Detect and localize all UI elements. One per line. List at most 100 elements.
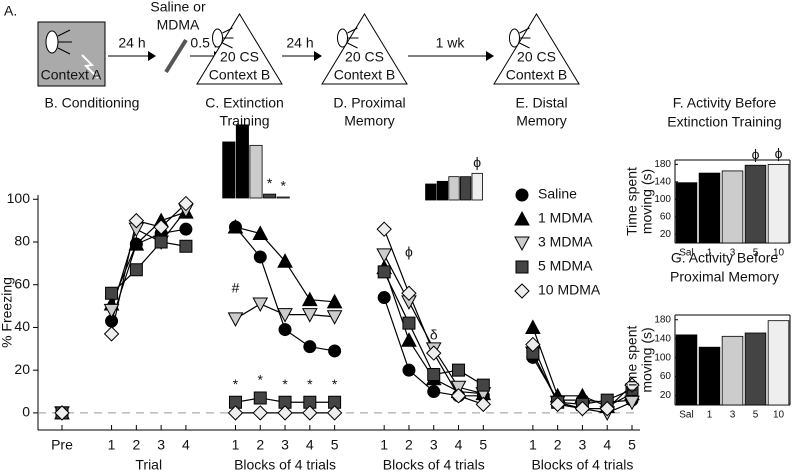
- marker: [227, 218, 244, 234]
- x-tick-label: 4: [455, 437, 463, 453]
- marker: [227, 405, 244, 421]
- bar: [698, 172, 721, 244]
- marker: [103, 303, 120, 319]
- y-tick-label: 100: [654, 194, 671, 205]
- sound-icon: [222, 27, 234, 49]
- bar: [222, 141, 236, 199]
- marker: [549, 396, 566, 413]
- y-tick-label: 60: [14, 275, 30, 291]
- marker: [427, 385, 441, 399]
- marker: [377, 291, 391, 305]
- x-tick-label: 2: [554, 437, 562, 453]
- annotation: *: [307, 376, 313, 392]
- marker: [128, 236, 145, 251]
- annotation: ϕ: [775, 145, 783, 161]
- legend-label: 10 MDMA: [538, 282, 601, 298]
- marker: [277, 308, 293, 323]
- marker: [253, 391, 267, 405]
- caption: D. Proximal: [333, 95, 405, 111]
- x-tick-label: 2: [405, 437, 413, 453]
- chart-title: G. Activity Before: [671, 250, 779, 266]
- speaker-icon: [509, 28, 520, 48]
- annotation: *: [267, 175, 273, 191]
- bar: [721, 170, 744, 244]
- arrow-head: [486, 51, 494, 61]
- marker: [277, 405, 293, 421]
- x-tick-label: 10: [773, 248, 785, 259]
- bar: [767, 163, 790, 244]
- x-tick-label: 2: [256, 437, 264, 453]
- y-tick-label: 20: [660, 229, 672, 240]
- y-tick-label: 0: [22, 404, 30, 420]
- legend-label: Saline: [538, 186, 577, 202]
- cs-label: 20 CS: [220, 49, 259, 65]
- arrow-head: [148, 51, 156, 61]
- marker: [376, 248, 393, 263]
- x-tick-label: 2: [132, 437, 140, 453]
- context-b-triangle: [196, 13, 283, 85]
- marker: [452, 363, 466, 377]
- x-tick-label: 4: [306, 437, 314, 453]
- caption: B. Conditioning: [45, 95, 140, 111]
- y-tick-label: 180: [654, 159, 671, 170]
- speaker-icon: [337, 28, 348, 48]
- marker: [278, 323, 292, 337]
- marker: [525, 319, 541, 334]
- marker: [128, 212, 145, 229]
- bar: [425, 183, 437, 201]
- caption: Training: [219, 113, 269, 129]
- bar: [675, 334, 698, 406]
- series-line: [110, 226, 633, 403]
- legend-marker: [514, 210, 530, 226]
- speaker-icon: [212, 28, 223, 48]
- marker: [301, 291, 318, 307]
- legend-label: 5 MDMA: [538, 258, 593, 274]
- marker: [228, 395, 242, 409]
- marker: [302, 405, 318, 421]
- marker: [54, 405, 70, 421]
- y-tick-label: 180: [654, 314, 671, 325]
- x-tick-label: Sal: [679, 248, 693, 259]
- y-axis-label: moving (s): [639, 327, 655, 392]
- marker: [153, 219, 169, 235]
- x-tick-label: Pre: [51, 437, 73, 453]
- legend-marker: [514, 283, 530, 299]
- sound-icon: [57, 29, 72, 55]
- annotation: *: [258, 372, 264, 388]
- marker: [401, 285, 417, 301]
- y-tick-label: 100: [7, 190, 31, 206]
- chart-title: Extinction Training: [667, 114, 781, 130]
- cs-label: 20 CS: [517, 49, 556, 65]
- annotation: *: [233, 376, 239, 392]
- annotation: *: [282, 376, 288, 392]
- y-tick-label: 80: [14, 233, 30, 249]
- annotation: ϕ: [752, 146, 760, 162]
- y-tick-label: 20: [660, 390, 672, 401]
- marker: [475, 396, 492, 413]
- marker: [326, 405, 343, 421]
- marker: [525, 336, 541, 353]
- x-tick-label: 4: [182, 437, 190, 453]
- marker: [252, 297, 269, 313]
- context-label: Context B: [209, 67, 270, 83]
- x-tick-label: Sal: [679, 410, 693, 421]
- marker: [450, 380, 467, 396]
- x-tick-label: 3: [579, 437, 587, 453]
- marker: [179, 222, 193, 236]
- legend-marker: [515, 260, 529, 274]
- x-tick-label: 1: [707, 410, 713, 421]
- x-tick-label: 5: [753, 248, 759, 259]
- x-tick-label: 1: [232, 437, 240, 453]
- annotation: #: [232, 280, 240, 296]
- y-axis-label: moving (s): [639, 169, 655, 234]
- y-tick-label: 40: [14, 318, 30, 334]
- sound-icon: [347, 27, 359, 49]
- legend-marker: [515, 188, 529, 202]
- bar: [744, 332, 767, 406]
- marker: [277, 253, 293, 268]
- y-axis-label: Time spent: [624, 326, 640, 395]
- context-label: Context B: [506, 67, 567, 83]
- bar: [744, 164, 767, 244]
- x-tick-label: 3: [281, 437, 289, 453]
